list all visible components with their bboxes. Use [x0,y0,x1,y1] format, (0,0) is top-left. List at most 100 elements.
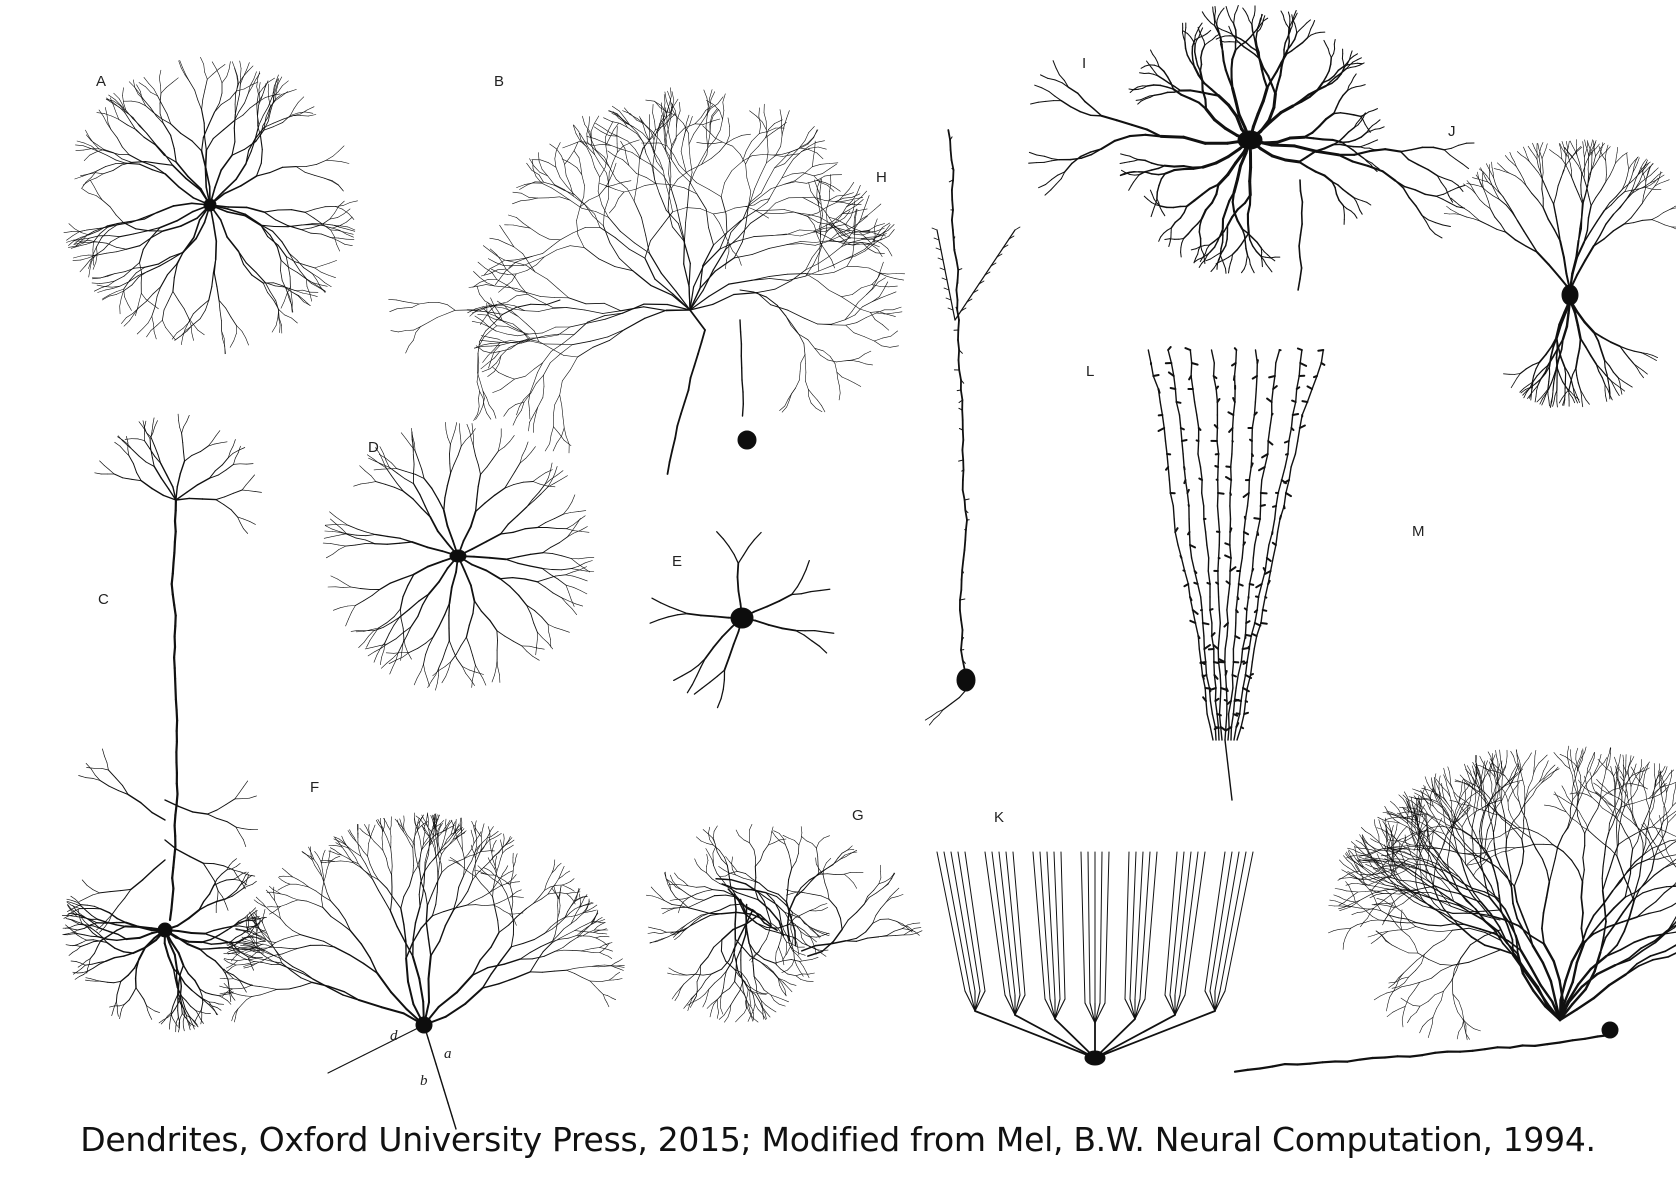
dendrite-segment [425,839,430,846]
dendrite-segment [267,91,270,100]
dendrite-segment [262,922,266,929]
dendrite-segment [81,960,87,965]
dendrite-segment [722,141,734,147]
dendrite-segment [564,157,571,165]
dendrite-segment [424,863,431,872]
dendrite-segment [669,184,685,188]
dendrite-segment [278,316,281,326]
dendrite-segment [445,842,452,848]
dendrite-segment [229,937,237,943]
dendrite-segment [668,159,670,175]
dendrite-segment [202,124,210,138]
dendrite-segment [366,640,371,648]
dendrite-segment [138,248,144,264]
dendrite-segment [829,246,842,256]
dendrite-segment [494,363,500,372]
dendrite-segment [249,950,255,952]
dendrite-segment [116,1001,118,1007]
dendrite-segment [580,526,588,531]
dendrite-segment [668,112,671,122]
dendrite-segment [117,933,128,940]
dendrite-segment [484,300,493,306]
dendrite-segment [486,412,492,420]
dendrite-segment [550,462,553,471]
dendrite-segment [579,924,587,928]
dendrite-segment [88,240,97,243]
dendrite-segment [268,99,271,108]
dendrite-segment [321,889,323,900]
dendrite-segment [510,881,516,884]
dendrite-segment [784,180,796,185]
dendrite-segment [194,979,201,990]
dendrite-segment [443,1089,449,1104]
dendrite-segment [159,462,168,476]
dendrite-segment [805,256,813,271]
dendrite-segment [271,891,277,894]
dendrite-segment [189,80,196,91]
dendrite-segment [230,975,234,980]
dendrite-segment [563,923,572,930]
dendrite-segment [580,930,588,933]
dendrite-segment [638,158,640,174]
dendrite-segment [375,1042,389,1050]
dendrite-segment [490,959,502,975]
dendrite-segment [467,860,473,869]
dendrite-segment [443,832,447,839]
dendrite-segment [116,987,120,996]
dendrite-segment [566,892,572,895]
dendrite-segment [828,162,839,164]
dendrite-segment [394,818,399,823]
dendrite-segment [447,819,451,825]
dendrite-segment [218,995,224,999]
dendrite-segment [667,614,679,618]
dendrite-segment [231,995,236,1001]
dendrite-segment [263,938,270,942]
dendrite-segment [493,305,500,314]
dendrite-segment [477,473,482,488]
dendrite-segment [619,966,625,968]
dendrite-segment [240,944,246,947]
dendrite-segment [387,535,401,539]
dendrite-segment [508,404,517,410]
dendrite-segment [66,239,75,243]
dendrite-segment [201,938,212,943]
dendrite-segment [250,985,261,987]
dendrite-segment [351,1054,365,1062]
dendrite-segment [412,482,421,496]
dendrite-segment [471,959,481,976]
dendrite-segment [215,897,218,906]
dendrite-segment [192,323,199,331]
dendrite-segment [273,118,284,124]
dendrite-segment [321,862,323,870]
dendrite-segment [138,102,146,107]
dendrite-segment [733,553,739,564]
dendrite-segment [583,140,589,149]
dendrite-segment [779,211,795,214]
dendrite-segment [413,677,418,686]
dendrite-segment [232,449,240,454]
dendrite-segment [802,197,814,203]
dendrite-segment [191,1018,196,1024]
dendrite-segment [714,137,723,143]
dendrite-segment [536,256,545,266]
dendrite-segment [459,844,463,851]
dendrite-segment [482,867,488,870]
dendrite-segment [288,873,294,878]
dendrite-segment [545,878,550,885]
dendrite-segment [386,836,390,844]
dendrite-segment [175,486,179,501]
dendrite-segment [557,288,570,299]
dendrite-segment [807,137,815,145]
dendrite-segment [170,123,182,134]
dendrite-segment [476,485,479,500]
dendrite-segment [159,69,162,79]
dendrite-segment [630,113,637,121]
dendrite-segment [471,872,478,881]
dendrite-segment [703,121,712,125]
dendrite-segment [846,256,853,267]
dendrite-segment [819,588,831,592]
dendrite-segment [800,590,812,595]
panel-label-e: E [672,553,682,570]
dendrite-segment [440,820,445,824]
dendrite-segment [574,898,580,902]
